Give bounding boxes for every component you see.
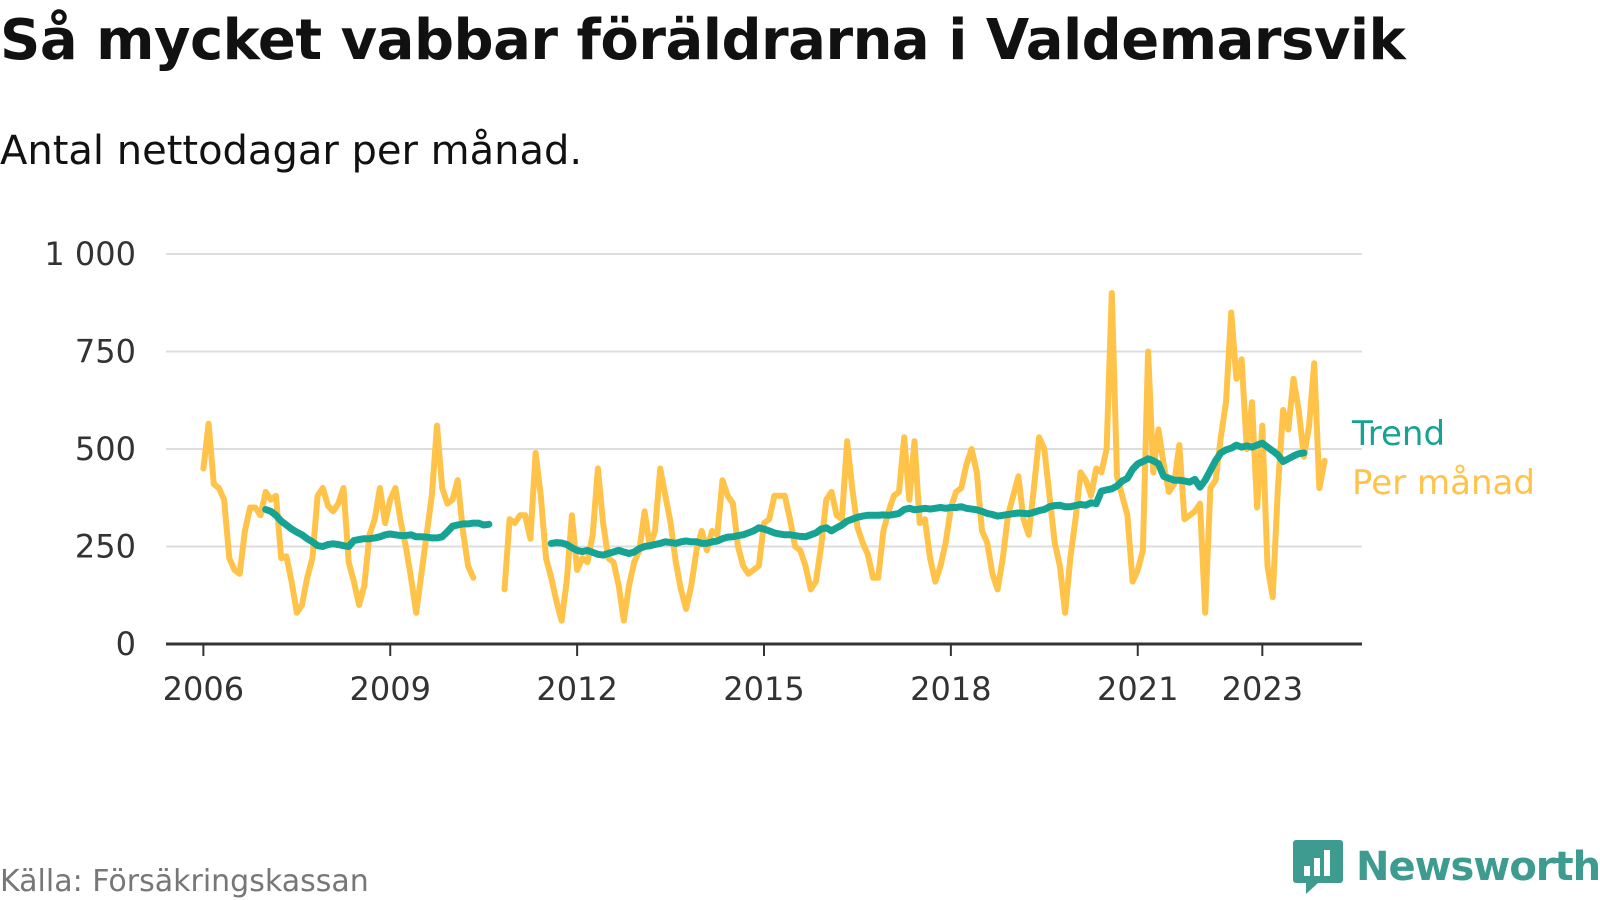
monthly-line	[200, 420, 477, 616]
y-axis-ticks: 0 250 500 750 1 000	[44, 235, 136, 663]
brand-logo: Newsworthy	[1292, 838, 1600, 896]
series-lines	[200, 290, 1328, 624]
x-tick-label: 2021	[1097, 670, 1178, 708]
source-note: Källa: Försäkringskassan	[0, 864, 369, 899]
x-tick-label: 2018	[910, 670, 991, 708]
newsworthy-logo-icon	[1293, 840, 1343, 894]
x-tick-label: 2023	[1222, 670, 1303, 708]
monthly-line	[501, 290, 1328, 624]
trend-line	[262, 506, 493, 550]
chart-subtitle: Antal nettodagar per månad.	[0, 128, 583, 174]
brand-name: Newsworthy	[1356, 844, 1600, 890]
x-axis: 2006 2009 2012 2015 2018 2021 2023	[163, 642, 1362, 708]
y-tick-label: 250	[75, 528, 136, 566]
trend-line	[547, 439, 1308, 559]
monthly-series-label: Per månad	[1352, 463, 1535, 503]
chart-title: Så mycket vabbar föräldrarna i Valdemars…	[0, 8, 1406, 73]
x-tick-label: 2012	[536, 670, 617, 708]
line-chart: 0 250 500 750 1 000 2006 2009 2012 2015 2018 2021…	[44, 235, 1535, 708]
y-tick-label: 500	[75, 430, 136, 468]
x-tick-label: 2009	[350, 670, 431, 708]
y-tick-label: 750	[75, 333, 136, 371]
x-tick-label: 2015	[723, 670, 804, 708]
y-tick-label: 0	[116, 625, 136, 663]
y-tick-label: 1 000	[44, 235, 136, 273]
x-tick-label: 2006	[163, 670, 244, 708]
trend-series-label: Trend	[1351, 414, 1445, 454]
